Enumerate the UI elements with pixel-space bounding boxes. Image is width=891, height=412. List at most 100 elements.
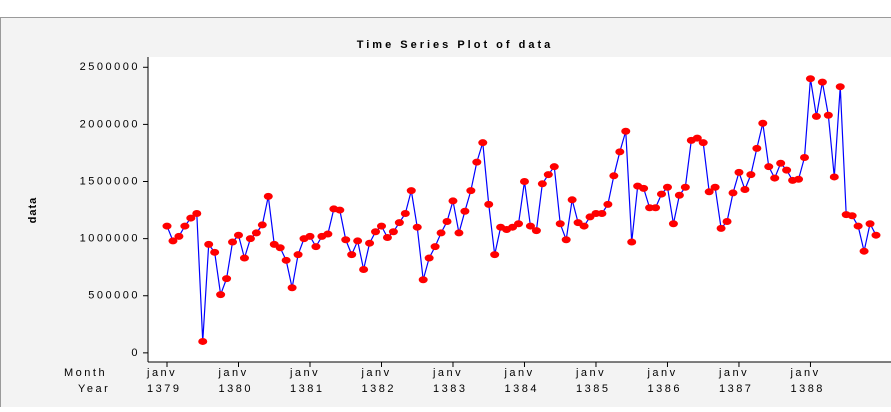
data-point [472, 159, 481, 166]
data-point [353, 237, 362, 244]
x-tick-label: 1386 [647, 383, 681, 395]
data-point [752, 145, 761, 152]
data-point [311, 243, 320, 250]
x-tick-label: janv [575, 367, 606, 379]
data-point [174, 233, 183, 240]
data-point [359, 266, 368, 273]
data-point [800, 154, 809, 161]
x-tick-label: 1388 [790, 383, 824, 395]
data-point [669, 220, 678, 227]
data-point [192, 210, 201, 217]
data-point [836, 83, 845, 90]
data-point [514, 220, 523, 227]
data-point [866, 220, 875, 227]
data-point [210, 249, 219, 256]
data-point [746, 171, 755, 178]
data-point [806, 75, 815, 82]
x-tick-label: janv [718, 367, 749, 379]
x-tick-label: janv [646, 367, 677, 379]
data-point [627, 239, 636, 246]
data-point [443, 218, 452, 225]
y-tick-label: 0 [131, 347, 140, 359]
data-point [484, 201, 493, 208]
data-point [621, 128, 630, 135]
data-point [335, 207, 344, 214]
data-point [675, 192, 684, 199]
data-point [413, 224, 422, 231]
x-tick-label: 1382 [361, 383, 395, 395]
x-row-label: Month [64, 367, 107, 379]
x-tick-label: 1385 [576, 383, 610, 395]
data-point [556, 220, 565, 227]
y-tick-label: 1000000 [80, 233, 140, 245]
data-point [419, 276, 428, 283]
data-point [294, 251, 303, 258]
data-point [454, 229, 463, 236]
data-point [252, 229, 261, 236]
data-point [681, 184, 690, 191]
data-point [371, 228, 380, 235]
x-tick-label: 1379 [147, 383, 181, 395]
x-tick-label: janv [432, 367, 463, 379]
x-tick-label: janv [503, 367, 534, 379]
data-point [782, 167, 791, 174]
x-tick-label: janv [146, 367, 177, 379]
data-point [383, 234, 392, 241]
data-point [365, 240, 374, 247]
data-point [305, 233, 314, 240]
data-point [794, 176, 803, 183]
data-point [729, 189, 738, 196]
data-point [848, 212, 857, 219]
data-point [872, 232, 881, 239]
x-tick-label: 1387 [719, 383, 753, 395]
data-point [764, 163, 773, 170]
data-point [830, 173, 839, 180]
chart-title: Time Series Plot of data [357, 39, 554, 51]
data-point [824, 112, 833, 119]
data-point [180, 223, 189, 230]
data-point [198, 338, 207, 345]
data-point [478, 139, 487, 146]
y-tick-label: 2500000 [80, 61, 140, 73]
data-point [228, 239, 237, 246]
data-point [240, 255, 249, 262]
data-point [532, 227, 541, 234]
data-point [288, 284, 297, 291]
data-point [222, 275, 231, 282]
data-point [568, 196, 577, 203]
data-point [818, 79, 827, 86]
data-point [264, 193, 273, 200]
data-point [425, 255, 434, 262]
x-tick-label: janv [289, 367, 320, 379]
data-point [246, 235, 255, 242]
data-point [770, 175, 779, 182]
data-point [347, 251, 356, 258]
data-point [282, 257, 291, 264]
data-point [389, 228, 398, 235]
plot-area [148, 57, 891, 362]
data-point [854, 223, 863, 230]
data-point [466, 187, 475, 194]
data-point [448, 197, 457, 204]
data-point [657, 191, 666, 198]
data-point [163, 223, 172, 230]
data-point [603, 201, 612, 208]
data-point [597, 210, 606, 217]
data-point [520, 178, 529, 185]
y-axis-title: data [27, 197, 39, 224]
y-tick-label: 2000000 [80, 118, 140, 130]
data-point [812, 113, 821, 120]
x-tick-label: 1381 [290, 383, 324, 395]
data-point [490, 251, 499, 258]
y-tick-label: 500000 [88, 290, 140, 302]
data-point [758, 120, 767, 127]
x-tick-label: janv [217, 367, 248, 379]
data-point [711, 184, 720, 191]
data-point [204, 241, 213, 248]
y-tick-label: 1500000 [80, 175, 140, 187]
data-point [437, 229, 446, 236]
data-point [401, 210, 410, 217]
data-point [717, 225, 726, 232]
x-tick-label: 1383 [433, 383, 467, 395]
